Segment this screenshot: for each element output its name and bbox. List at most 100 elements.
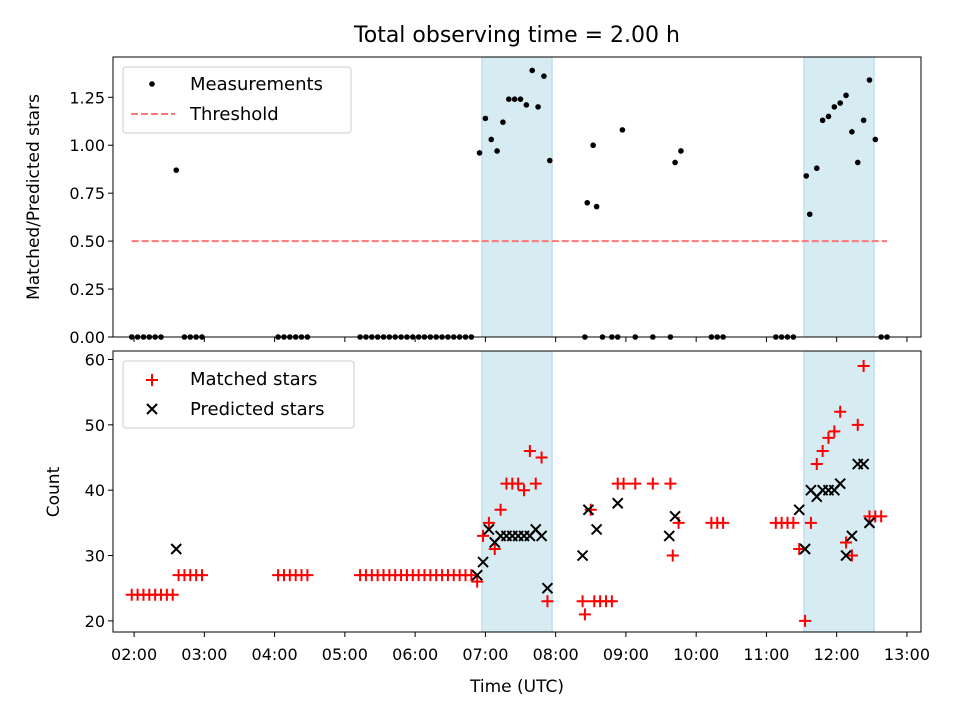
matched-stars-point	[518, 484, 531, 497]
matched-stars-point	[166, 588, 179, 601]
bottom-axes: 20 30 40 50 60 02:00 03:00 04:00 05:00 06:00 07:00…	[44, 350, 930, 697]
measurement-point	[511, 96, 518, 102]
matched-stars-point	[584, 503, 597, 516]
predicted-stars-point	[799, 543, 811, 555]
measurement-point	[584, 199, 591, 206]
matched-stars-point	[787, 516, 800, 529]
observing-interval-span	[803, 56, 875, 338]
highlight-spans	[481, 350, 875, 633]
measurement-point	[500, 119, 506, 126]
measurement-point	[678, 148, 684, 154]
predicted-stars-point	[541, 582, 554, 594]
matched-stars-point	[666, 549, 679, 562]
matched-stars-point	[840, 536, 853, 549]
matched-stars-point	[605, 595, 618, 608]
matched-stars-point	[494, 503, 507, 516]
top-axes: 0.00 0.25 0.50 0.75 1.00 1.25 Total observing…	[24, 23, 922, 347]
matched-stars-point	[512, 477, 525, 490]
measurement-point	[517, 96, 524, 102]
measurement-point	[819, 117, 826, 124]
bottom-y-axis-label: Count	[44, 466, 64, 517]
matched-stars-point	[822, 431, 835, 444]
measurement-point	[854, 159, 861, 166]
matched-stars-point	[834, 405, 847, 418]
matched-stars-point	[793, 543, 806, 556]
legend-measurements-marker	[149, 81, 155, 87]
matched-stars-point	[465, 569, 478, 582]
matched-stars-point	[629, 477, 642, 490]
measurement-point	[619, 127, 626, 133]
measurement-point	[813, 165, 820, 172]
predicted-stars-point	[793, 504, 805, 516]
predicted-stars-point	[846, 530, 858, 542]
y-tick-label: 0.75	[69, 184, 105, 203]
measurement-point	[482, 115, 489, 122]
predicted-stars-point	[840, 549, 852, 562]
bottom-axes-frame	[112, 350, 922, 633]
top-y-axis-label: Matched/Predicted stars	[24, 94, 44, 300]
predicted-stars-point	[582, 504, 595, 516]
matched-stars-point	[578, 608, 591, 621]
measurement-point	[860, 117, 867, 124]
matched-stars-point	[851, 418, 864, 431]
legend-matched-marker	[146, 374, 158, 386]
x-tick-label: 10:00	[673, 645, 719, 664]
observing-interval-span	[481, 350, 553, 633]
matched-stars-point	[195, 569, 208, 582]
measurement-point	[535, 104, 541, 110]
matched-stars-point	[576, 595, 589, 608]
measurement-point	[866, 77, 873, 83]
matched-stars-point	[482, 516, 495, 529]
measurement-point	[173, 167, 180, 173]
chart-title: Total observing time = 2.00 h	[353, 23, 680, 48]
matched-stars-point	[477, 529, 490, 542]
y-tick-label: 20	[85, 612, 105, 631]
matched-stars-point	[875, 510, 888, 523]
matched-stars-point	[488, 543, 501, 556]
measurement-point	[849, 128, 855, 135]
x-tick-label: 09:00	[603, 645, 649, 664]
y-tick-label: 0.50	[69, 232, 105, 251]
x-tick-label: 03:00	[181, 645, 227, 664]
predicted-stars-point	[669, 510, 681, 523]
y-tick-label: 50	[85, 416, 105, 435]
x-tick-label: 05:00	[322, 645, 368, 664]
y-tick-label: 1.00	[69, 136, 105, 155]
bottom-axes-ticks: 20 30 40 50 60 02:00 03:00 04:00 05:00 06:00 07:00…	[85, 350, 930, 664]
measurement-point	[837, 100, 843, 106]
top-axes-ticks: 0.00 0.25 0.50 0.75 1.00 1.25	[69, 88, 908, 347]
x-tick-label: 13:00	[884, 645, 930, 664]
matched-stars-point	[529, 477, 542, 490]
matched-stars-point	[646, 477, 659, 490]
y-tick-label: 30	[85, 547, 105, 566]
matched-stars-point	[845, 549, 858, 562]
top-axes-frame	[112, 56, 922, 338]
predicted-stars-point	[834, 477, 846, 490]
y-tick-label: 0.00	[69, 328, 105, 347]
y-tick-label: 0.25	[69, 280, 105, 299]
x-tick-label: 07:00	[462, 645, 508, 664]
legend-predicted-marker	[146, 403, 158, 415]
y-tick-label: 40	[85, 481, 105, 500]
legend-box	[122, 360, 355, 429]
legend-predicted-label: Predicted stars	[190, 399, 324, 420]
predicted-stars-point	[611, 497, 624, 509]
x-tick-label: 06:00	[392, 645, 438, 664]
measurement-point	[506, 96, 512, 102]
predicted-stars-point	[471, 569, 483, 581]
predicted-stars-point	[590, 523, 603, 536]
matched-stars-point	[664, 477, 677, 490]
measurement-point	[806, 211, 813, 218]
measurement-point	[494, 148, 500, 154]
matched-stars-point	[301, 569, 314, 582]
predicted-stars-point	[663, 530, 675, 542]
matched-stars-point	[816, 444, 829, 457]
measurement-point	[529, 67, 536, 74]
matched-stars-point	[804, 516, 817, 529]
matched-stars-point	[541, 595, 554, 608]
x-tick-label: 12:00	[814, 645, 860, 664]
x-axis-label: Time (UTC)	[469, 677, 564, 697]
measurement-point	[488, 136, 495, 143]
predicted-stars-point	[170, 543, 182, 555]
